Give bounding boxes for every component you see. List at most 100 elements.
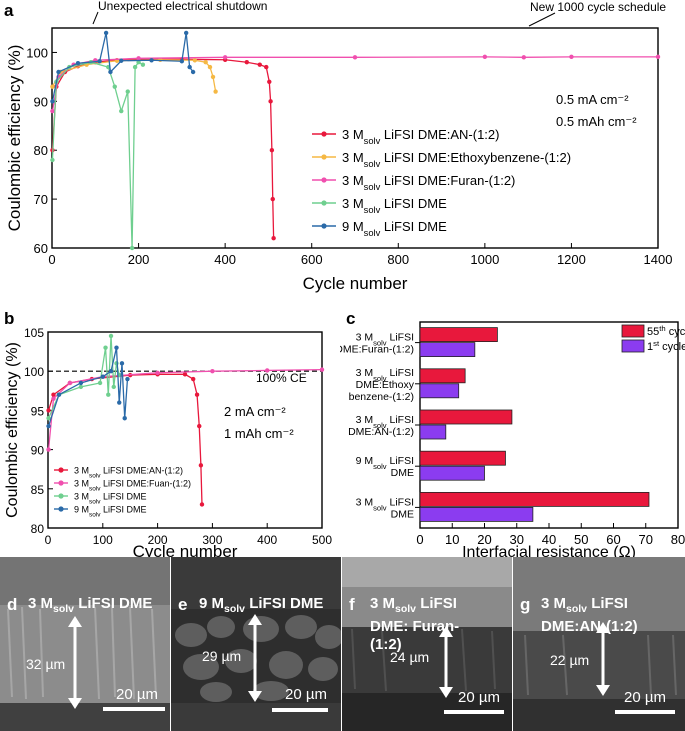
- data-point: [210, 369, 215, 374]
- sem-texture-g: [513, 557, 685, 731]
- data-point: [67, 380, 73, 386]
- data-point: [56, 69, 61, 75]
- legend-label: 3 Msolv LiFSI DME:AN-(1:2): [342, 127, 499, 146]
- data-point: [182, 372, 188, 377]
- sem-title-e: 9 Msolv LiFSI DME: [199, 595, 324, 615]
- reference-label-b: 100% CE: [256, 371, 307, 385]
- x-tick-label: 60: [606, 532, 620, 547]
- scale-label-f: 20 µm: [458, 689, 500, 706]
- data-point: [155, 370, 160, 375]
- data-point: [108, 69, 113, 75]
- data-point: [136, 56, 141, 61]
- data-point: [482, 54, 488, 60]
- legend-label: 3 Msolv LiFSI DME:AN-(1:2): [74, 465, 183, 479]
- data-point: [264, 64, 269, 70]
- sem-texture-e: [171, 557, 341, 731]
- ticks-b: 0 100 200 300 400 500 80 85 90 95 100 105: [24, 326, 332, 547]
- sem-title-g: 3 Msolv LiFSI DME:AN-(1:2): [541, 595, 638, 635]
- legend-label: 9 Msolv LiFSI DME: [74, 504, 147, 518]
- data-point: [140, 62, 146, 67]
- category-label: 9 Msolv LiFSI: [356, 455, 414, 471]
- category-label: DME:AN-(1:2): [348, 426, 414, 438]
- plot-frame-b: [47, 331, 323, 529]
- thickness-arrow-e: [248, 614, 262, 702]
- x-tick-label: 10: [445, 532, 459, 547]
- data-point: [112, 84, 117, 89]
- ticks-a: 0 200 400 600 800 1000 1200 1400 60 70 80 90 100: [26, 45, 672, 267]
- annotation-new-schedule: New 1000 cycle schedule: [530, 0, 666, 14]
- y-tick-label: 100: [24, 365, 44, 379]
- data-point: [46, 447, 51, 452]
- condition-current-a: 0.5 mA cm⁻²: [556, 92, 629, 107]
- x-tick-label: 200: [148, 533, 168, 547]
- panel-label-d: d: [7, 595, 18, 614]
- thickness-arrow-f: [439, 626, 453, 698]
- series-line-4: [51, 32, 194, 102]
- data-point: [125, 89, 130, 94]
- series-line-1: [51, 59, 217, 92]
- bar-55th-0: [419, 327, 498, 343]
- data-point: [108, 333, 114, 339]
- x-axis-label-c: Interfacial resistance (Ω): [462, 544, 636, 561]
- y-tick-label: 95: [31, 404, 45, 418]
- sem-image-d: d 3 Msolv LiFSI DME 32 µm 20 µm: [0, 557, 170, 731]
- annotation-arrow-shutdown: [92, 11, 99, 25]
- series-line-3: [47, 347, 129, 427]
- panel-label-b: b: [4, 309, 14, 328]
- sem-texture-f: [342, 557, 512, 731]
- legend-marker: [58, 480, 64, 486]
- legend-marker: [321, 154, 327, 160]
- legend-marker: [58, 493, 64, 499]
- condition-current-b: 2 mA cm⁻²: [224, 404, 286, 419]
- data-point: [50, 84, 55, 89]
- x-tick-label: 100: [93, 533, 113, 547]
- y-tick-label: 70: [34, 192, 48, 207]
- sem-title-d: 3 Msolv LiFSI DME: [28, 595, 153, 615]
- scale-bar-f: [444, 710, 504, 714]
- scale-label-e: 20 µm: [285, 686, 327, 703]
- scale-label-g: 20 µm: [624, 689, 666, 706]
- thickness-arrow-g: [596, 622, 610, 696]
- annotation-arrow-new-schedule: [528, 12, 556, 27]
- x-tick-label: 30: [510, 532, 524, 547]
- data-point: [106, 392, 111, 397]
- y-tick-label: 85: [31, 483, 45, 497]
- bar-55th-4: [419, 491, 650, 507]
- panel-label-g: g: [520, 595, 531, 614]
- data-point: [103, 345, 108, 350]
- data-point: [319, 367, 325, 372]
- data-point: [56, 392, 62, 397]
- thickness-f: 24 µm: [390, 649, 430, 665]
- data-point: [257, 62, 262, 67]
- y-tick-label: 80: [31, 522, 45, 536]
- data-point: [265, 368, 270, 373]
- legend-label: 3 Msolv LiFSI DME:Fuan-(1:2): [74, 478, 191, 492]
- data-point: [149, 58, 154, 63]
- legend-marker: [321, 200, 327, 206]
- legend-marker: [58, 467, 64, 473]
- data-point: [199, 502, 205, 507]
- y-tick-label: 60: [34, 241, 48, 256]
- category-label: 3 Msolv LiFSI: [356, 496, 414, 512]
- x-tick-label: 0: [48, 252, 55, 267]
- legend-swatch: [621, 324, 645, 338]
- x-tick-label: 400: [257, 533, 277, 547]
- x-tick-label: 20: [477, 532, 491, 547]
- data-point: [50, 157, 55, 163]
- legend-swatch: [621, 339, 645, 353]
- y-tick-label: 90: [34, 94, 48, 109]
- panel-label-e: e: [178, 595, 188, 614]
- legend-label: 3 Msolv LiFSI DME: [342, 196, 447, 215]
- data-point: [75, 61, 81, 66]
- series-b: [46, 333, 325, 507]
- legend-label: 3 Msolv LiFSI DME:Furan-(1:2): [342, 173, 515, 192]
- category-label: 3 Msolv LiFSI: [356, 367, 414, 383]
- x-tick-label: 500: [312, 533, 332, 547]
- x-tick-label: 1400: [644, 252, 673, 267]
- x-tick-label: 70: [639, 532, 653, 547]
- data-point: [117, 400, 122, 405]
- legend-b: 3 Msolv LiFSI DME:AN-(1:2)3 Msolv LiFSI …: [54, 465, 191, 518]
- x-tick-label: 80: [671, 532, 685, 547]
- chart-b: b 0 100 200 300 400 500 80 85 90 95 100 105 100% CE…: [4, 309, 332, 561]
- legend-label: 1st cycle: [647, 339, 685, 354]
